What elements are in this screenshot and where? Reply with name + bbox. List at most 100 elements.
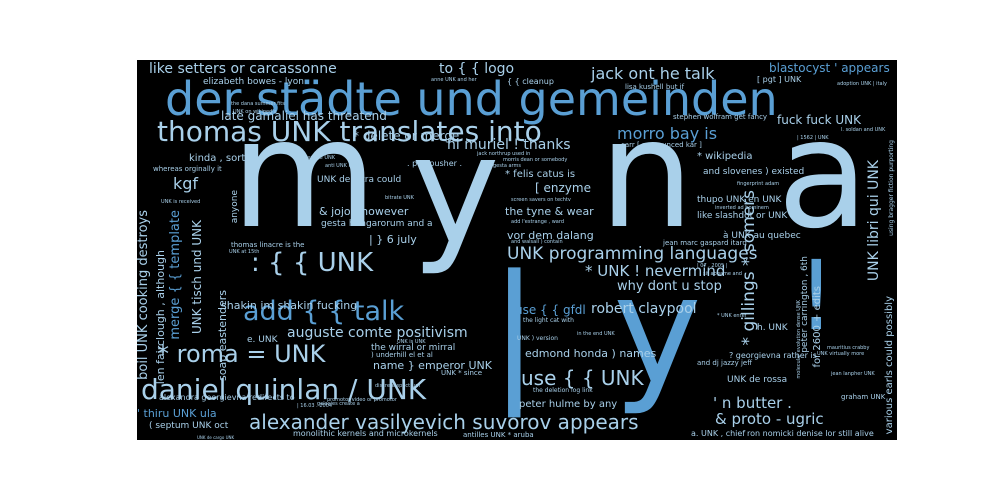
word-cloud-word: nehmen die UNK: [293, 155, 336, 161]
word-cloud-word: morris dean or somebody: [503, 157, 568, 163]
word-cloud-word: m: [231, 88, 378, 262]
word-cloud-word: | 07 . 2005 |: [697, 263, 728, 269]
word-cloud-word: * felis catus is: [505, 169, 576, 180]
word-cloud-word: boil UNK cooking destroys: [137, 210, 151, 380]
word-cloud-word: UNK * since: [441, 369, 483, 377]
word-cloud-word: y: [411, 104, 500, 278]
word-cloud-word: anne UNK and her: [431, 77, 477, 83]
word-cloud-word: the wirral or mirral: [371, 343, 456, 353]
word-cloud-word: robert claypool: [591, 301, 697, 317]
word-cloud-word: add l'estrange , ward: [511, 219, 565, 225]
word-cloud-word: molecular evolution dense UNK: [796, 300, 802, 379]
word-cloud-word: whereas orginally it: [153, 165, 222, 173]
word-cloud-word: | } 6 july: [369, 233, 417, 246]
word-cloud-word: use { { UNK: [521, 366, 644, 390]
word-cloud-word: n: [599, 88, 695, 262]
word-cloud-word: the light cat with: [523, 317, 574, 324]
word-cloud-word: like slashdot or UNK: [697, 211, 788, 221]
word-cloud-word: à UNK au quebec: [723, 231, 801, 241]
word-cloud-word: ' thiru UNK ula: [137, 407, 217, 420]
word-cloud-word: UNK is UNK: [397, 339, 426, 345]
word-cloud-word: promotor video or promotor: [327, 397, 397, 403]
word-cloud-word: kgf: [173, 174, 199, 193]
word-cloud-word: * roma = UNK: [157, 340, 326, 368]
word-cloud-word: len fairclough , although: [154, 250, 167, 385]
word-cloud-word: blastocyst ' appears: [769, 61, 890, 75]
word-cloud-word: der städte und gemeinden: [165, 72, 778, 126]
word-cloud-word: [ pgt ] UNK: [757, 75, 802, 84]
word-cloud-word: morro bay is: [617, 124, 718, 143]
word-cloud-word: UNK on wikipedia: [233, 109, 277, 115]
word-cloud-word: screen savers on techtv: [511, 197, 571, 203]
word-cloud-word: fuck fuck UNK: [777, 113, 862, 127]
word-cloud: m y n a | y ! der städte und gemeinden t…: [137, 60, 897, 440]
word-cloud-word: using bragger fiction purporting: [888, 140, 895, 236]
word-cloud-word: name } emperor UNK: [373, 359, 492, 372]
word-cloud-word: : { { UNK: [251, 248, 374, 278]
word-cloud-word: vor dem dalang: [507, 229, 594, 242]
word-cloud-word: . pov pusher .: [407, 159, 463, 168]
word-cloud-word: galaxies create a: [317, 401, 360, 407]
word-cloud-word: h. UNK: [757, 323, 788, 333]
word-cloud-word: jean marc gaspard itard: [663, 239, 747, 247]
word-cloud-word: UNK tisch und UNK: [190, 220, 204, 335]
word-cloud-word: discrete spectrum: [375, 383, 421, 389]
word-cloud-word: sit abgame and: [703, 271, 742, 277]
word-cloud-word: like setters or carcassonne: [149, 61, 337, 77]
word-cloud-word: !: [797, 240, 836, 352]
word-cloud-word: antilles UNK * aruba: [463, 431, 534, 439]
word-cloud-word: UNK de rossa: [727, 375, 788, 385]
word-cloud-word: why dont u stop: [617, 279, 722, 294]
word-cloud-word: and slovenes ) existed: [703, 167, 805, 177]
word-cloud-word: late gamaliel has threatend: [221, 109, 387, 123]
word-cloud-word: shakin im shakin fucking: [221, 299, 358, 312]
word-cloud-word: a. UNK , chief: [691, 429, 746, 438]
word-cloud-word: gesta arms: [493, 163, 521, 169]
word-cloud-word: thomas linacre is the: [231, 241, 305, 249]
word-cloud-word: hi muriel ! thanks: [447, 137, 571, 153]
word-cloud-word: alexander vasilyevich suvorov appears: [249, 410, 639, 434]
word-cloud-word: anti UNK lead: [325, 163, 360, 169]
word-cloud-word: & proto - ugric: [715, 410, 824, 428]
word-cloud-word: & jojo , however: [319, 205, 409, 218]
word-cloud-word: * wikipedia: [697, 151, 753, 162]
word-cloud-word: a: [777, 88, 869, 262]
word-cloud-word: peter hulme by any: [519, 399, 618, 410]
word-cloud-word: merge { { template: [168, 210, 183, 340]
word-cloud-word: monolithic kernels and microkernels: [293, 429, 438, 438]
word-cloud-word: ' n butter .: [713, 394, 792, 412]
word-cloud-word: ron nomicki denise lor still alive: [747, 429, 874, 438]
word-cloud-word: fingerprint adam: [737, 181, 780, 187]
word-cloud-word: the deletion log link: [533, 387, 593, 394]
word-cloud-word: UNK at 15th: [229, 249, 260, 255]
word-cloud-word: stephen wolfram get fancy: [673, 113, 768, 121]
word-cloud-word: ? georgievna rather is: [729, 351, 817, 360]
word-cloud-word: UNK libri qui UNK: [866, 160, 882, 282]
word-cloud-word: UNK is received: [161, 199, 201, 205]
word-cloud-word: UNK virtually more: [817, 351, 865, 357]
word-cloud-word: [ enzyme: [535, 181, 591, 195]
word-cloud-word: thomas UNK translates into: [157, 115, 542, 148]
word-cloud-word: lisa kushell but if: [625, 83, 685, 91]
word-cloud-word: thupo UNK en UNK: [697, 195, 782, 205]
word-cloud-word: jack ont he talk: [591, 64, 715, 83]
word-cloud-word: | 1562 | UNK: [797, 135, 829, 141]
word-cloud-word: { { cleanup: [507, 77, 554, 86]
word-cloud-word: in the end UNK: [577, 331, 615, 337]
word-cloud-word: UNK ) version: [517, 335, 558, 342]
word-cloud-word: mauritius crabby: [827, 345, 870, 351]
word-cloud-word: UNK de letra could: [317, 175, 402, 185]
word-cloud-word: use { { gfdl: [515, 303, 586, 317]
word-cloud-word: ( septum UNK oct: [149, 421, 229, 431]
word-cloud-word: * UNK enter: [717, 313, 747, 319]
word-cloud-word: jean lanpher UNK: [831, 371, 875, 377]
word-cloud-word: graham UNK: [841, 393, 886, 401]
word-cloud-word: alexandra georgievna redirects to: [159, 393, 295, 402]
word-cloud-word: soap eastenders: [216, 290, 229, 381]
word-cloud-word: inverted ad hominem: [715, 205, 769, 211]
word-cloud-word: daniel quinlan / UNK: [141, 373, 427, 406]
word-cloud-word: elizabeth bowes - lyon: [203, 77, 304, 87]
word-cloud-word: edmond honda ) names: [525, 347, 657, 360]
word-cloud-word: jack northrup used in: [477, 151, 531, 157]
word-cloud-word: add { { talk: [243, 296, 405, 327]
